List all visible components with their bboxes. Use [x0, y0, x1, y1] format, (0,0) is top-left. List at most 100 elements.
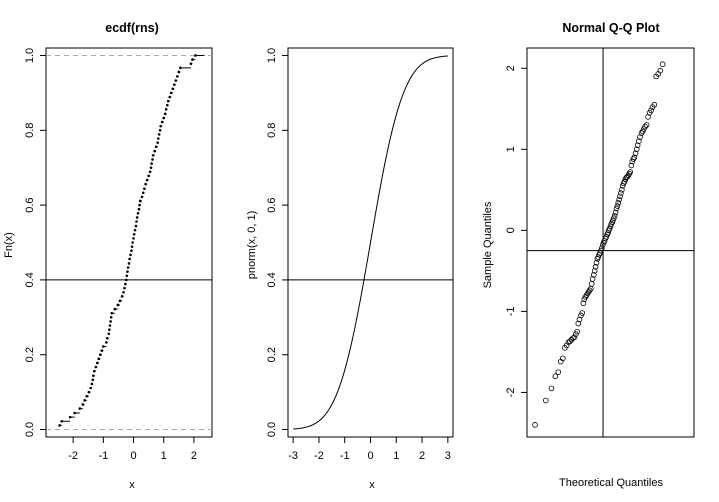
- pnorm-x-tick-label: 1: [393, 450, 399, 462]
- ecdf-point: [150, 162, 153, 165]
- ecdf-point: [132, 232, 136, 236]
- qq-point: [632, 150, 639, 157]
- ecdf-point: [156, 141, 159, 144]
- ecdf-point: [60, 419, 63, 423]
- ecdf-point: [133, 228, 137, 232]
- qq-point: [651, 101, 658, 108]
- ecdf-point: [120, 295, 124, 298]
- qq-point: [631, 154, 638, 161]
- pnorm-y-tick-label: 0.2: [266, 347, 278, 362]
- qq-point: [592, 264, 599, 270]
- ecdf-point: [105, 336, 109, 340]
- qq-point: [613, 205, 620, 212]
- qq-point: [552, 373, 559, 380]
- ecdf-point: [140, 195, 144, 199]
- ecdf-point: [137, 207, 141, 211]
- qq-point: [580, 300, 587, 307]
- ecdf-point: [141, 191, 145, 195]
- ecdf-point: [100, 349, 104, 352]
- ecdf-point: [113, 307, 117, 311]
- ecdf-point: [135, 220, 138, 223]
- ecdf-ylabel: Fn(x): [3, 232, 15, 258]
- qq-point: [611, 212, 618, 219]
- ecdf-point: [107, 332, 111, 336]
- pnorm-y-tick-label: 0.0: [266, 422, 278, 437]
- ecdf-point: [144, 182, 147, 186]
- ecdf-xlabel: x: [129, 479, 135, 491]
- ecdf-point: [138, 203, 141, 207]
- qq-point: [617, 193, 623, 200]
- qq-point: [614, 203, 621, 209]
- ecdf-point: [127, 262, 131, 265]
- qq-point: [638, 130, 645, 136]
- ecdf-point: [143, 187, 146, 190]
- ecdf-point: [135, 216, 139, 219]
- ecdf-point: [191, 58, 194, 61]
- ecdf-point: [122, 290, 125, 294]
- qq-xlabel: Theoretical Quantiles: [559, 477, 663, 489]
- qq-point: [612, 209, 619, 216]
- qq-y-tick-label: -2: [505, 388, 517, 398]
- qq-point: [588, 281, 595, 287]
- ecdf-point: [78, 407, 82, 410]
- ecdf-point: [126, 270, 129, 273]
- qq-ylabel: Sample Quantiles: [482, 201, 494, 288]
- qq-plot-frame: [526, 47, 695, 438]
- ecdf-point: [102, 345, 105, 348]
- pnorm-x-tick-label: -2: [314, 450, 324, 462]
- ecdf-point: [166, 103, 169, 107]
- ecdf-title: ecdf(rns): [105, 21, 158, 35]
- qq-point: [567, 338, 573, 345]
- ecdf-y-tick-label: 0.2: [24, 347, 36, 362]
- pnorm-y-tick-label: 0.4: [266, 272, 278, 287]
- ecdf-point: [130, 249, 133, 253]
- qq-point: [627, 169, 633, 175]
- ecdf-y-tick-label: 1.0: [24, 48, 36, 63]
- qq-point: [659, 61, 666, 68]
- qq-point: [598, 247, 604, 254]
- ecdf-point: [81, 403, 85, 406]
- qq-point: [575, 320, 582, 327]
- ecdf-point: [174, 79, 178, 82]
- qq-point: [590, 272, 597, 278]
- ecdf-point: [91, 378, 95, 382]
- qq-point: [589, 276, 596, 282]
- qq-point: [628, 162, 635, 169]
- qq-point: [542, 397, 549, 404]
- ecdf-point: [189, 62, 193, 66]
- ecdf-point: [85, 394, 89, 398]
- ecdf-point: [92, 369, 96, 373]
- ecdf-point: [96, 361, 99, 365]
- qq-panel: Normal Q-Q Plot Theoretical Quantiles Sa…: [482, 21, 695, 489]
- qq-point: [579, 310, 585, 316]
- ecdf-point: [145, 178, 149, 182]
- qq-point: [616, 196, 622, 203]
- ecdf-point: [148, 170, 152, 174]
- ecdf-point: [147, 174, 150, 178]
- ecdf-point: [151, 154, 155, 157]
- ecdf-point: [130, 245, 134, 248]
- ecdf-point: [171, 87, 175, 91]
- qq-point: [610, 215, 617, 221]
- ecdf-x-tick-label: 2: [191, 450, 197, 462]
- qq-point: [563, 342, 570, 349]
- qq-point: [642, 123, 648, 130]
- ecdf-point: [68, 415, 72, 419]
- qq-y-tick-label: -1: [505, 306, 517, 316]
- ecdf-x-tick-label: 0: [130, 450, 136, 462]
- ecdf-point: [99, 353, 102, 357]
- ecdf-point: [149, 166, 153, 169]
- ecdf-point: [164, 108, 168, 111]
- qq-point: [615, 199, 622, 206]
- ecdf-point: [87, 390, 91, 394]
- qq-point: [591, 268, 598, 274]
- ecdf-point: [128, 257, 131, 261]
- pnorm-xlabel: x: [369, 479, 375, 491]
- ecdf-point: [194, 54, 197, 57]
- pnorm-x-tick-label: -3: [288, 450, 298, 462]
- ecdf-point: [136, 212, 140, 215]
- pnorm-curve: [293, 55, 448, 430]
- ecdf-point: [159, 124, 162, 128]
- ecdf-x-tick-label: -1: [98, 450, 108, 462]
- ecdf-x-tick-label: 1: [161, 450, 167, 462]
